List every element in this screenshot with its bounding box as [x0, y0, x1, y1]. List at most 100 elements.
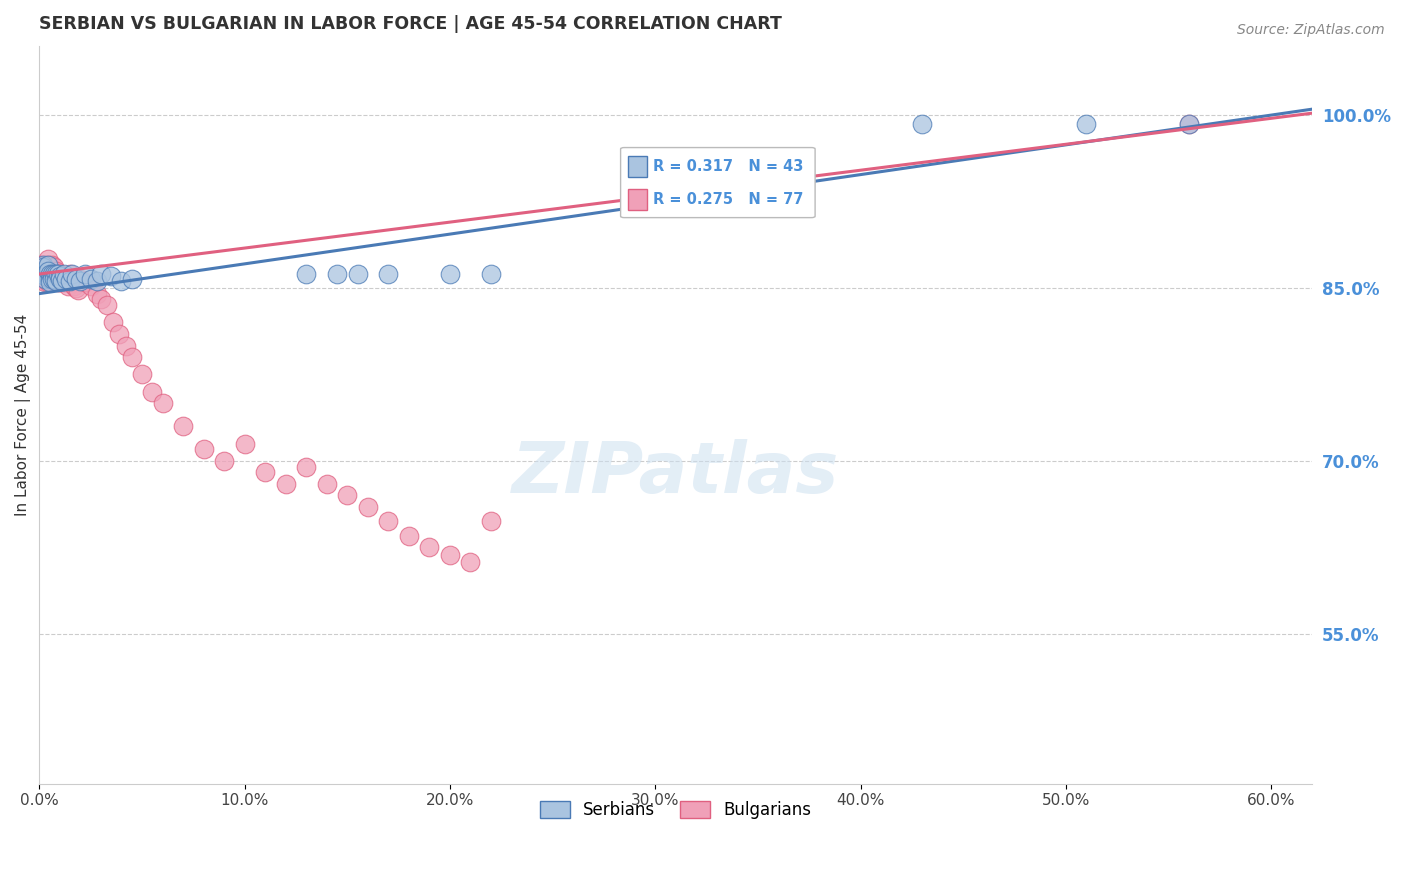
Point — [121, 271, 143, 285]
Point — [45, 274, 67, 288]
Point — [52, 271, 75, 285]
Point — [69, 274, 91, 288]
Point — [59, 267, 82, 281]
Legend: Serbians, Bulgarians: Serbians, Bulgarians — [531, 792, 820, 827]
Point — [45, 267, 67, 281]
Point — [172, 419, 194, 434]
Point — [34, 275, 56, 289]
Point — [38, 267, 60, 281]
Point — [38, 267, 60, 281]
Point — [100, 269, 122, 284]
Point — [439, 549, 461, 563]
FancyBboxPatch shape — [620, 147, 815, 218]
Point — [46, 267, 69, 281]
Point — [42, 271, 65, 285]
Point — [30, 267, 52, 281]
Point — [233, 436, 256, 450]
Point — [38, 271, 60, 285]
Point — [86, 274, 108, 288]
Point — [79, 271, 101, 285]
Point — [37, 252, 59, 266]
Point — [41, 271, 63, 285]
Point — [37, 258, 59, 272]
Point — [193, 442, 215, 457]
Point — [52, 267, 75, 281]
Point — [398, 529, 420, 543]
Text: SERBIAN VS BULGARIAN IN LABOR FORCE | AGE 45-54 CORRELATION CHART: SERBIAN VS BULGARIAN IN LABOR FORCE | AG… — [39, 15, 782, 33]
Point — [41, 267, 63, 281]
Point — [346, 267, 368, 281]
Point — [79, 278, 101, 293]
Point — [38, 271, 60, 285]
Text: ZIPatlas: ZIPatlas — [512, 439, 839, 508]
Point — [911, 117, 934, 131]
Point — [45, 267, 67, 281]
Point — [37, 258, 59, 272]
Point — [114, 338, 136, 352]
Point — [67, 283, 90, 297]
Point — [212, 454, 235, 468]
Point — [56, 278, 79, 293]
Bar — [628, 189, 647, 211]
Point — [336, 488, 359, 502]
Point — [38, 275, 60, 289]
Point — [295, 459, 318, 474]
Point — [46, 267, 69, 281]
Point — [41, 271, 63, 285]
Point — [30, 258, 52, 272]
Point — [110, 274, 132, 288]
Point — [46, 275, 69, 289]
Point — [34, 271, 56, 285]
Point — [131, 368, 153, 382]
Point — [152, 396, 174, 410]
Point — [108, 326, 131, 341]
Point — [34, 258, 56, 272]
Point — [37, 263, 59, 277]
Y-axis label: In Labor Force | Age 45-54: In Labor Force | Age 45-54 — [15, 314, 31, 516]
Point — [60, 267, 83, 281]
Point — [90, 267, 112, 281]
Bar — [628, 156, 647, 178]
Point — [34, 269, 56, 284]
Point — [34, 267, 56, 281]
Point — [295, 267, 318, 281]
Point — [59, 274, 82, 288]
Point — [42, 267, 65, 281]
Point — [41, 267, 63, 281]
Point — [141, 384, 163, 399]
Point — [34, 271, 56, 285]
Point — [96, 298, 118, 312]
Point — [121, 350, 143, 364]
Point — [42, 271, 65, 285]
Point — [30, 267, 52, 281]
Point — [32, 263, 55, 277]
Point — [51, 274, 73, 288]
Point — [32, 267, 55, 281]
Point — [1076, 117, 1098, 131]
Point — [69, 271, 91, 285]
Point — [49, 271, 72, 285]
Point — [73, 275, 96, 289]
Point — [38, 263, 60, 277]
Point — [37, 263, 59, 277]
Point — [65, 271, 87, 285]
Point — [63, 278, 86, 293]
Point — [32, 258, 55, 272]
Point — [45, 271, 67, 285]
Point — [418, 541, 440, 555]
Point — [254, 466, 277, 480]
Point — [49, 271, 72, 285]
Point — [32, 260, 55, 274]
Point — [45, 263, 67, 277]
Point — [41, 258, 63, 272]
Text: R = 0.317   N = 43: R = 0.317 N = 43 — [652, 160, 803, 174]
Point — [439, 267, 461, 281]
Point — [90, 293, 112, 307]
Point — [34, 263, 56, 277]
Point — [86, 286, 108, 301]
Point — [460, 555, 482, 569]
Point — [42, 260, 65, 274]
Point — [55, 275, 77, 289]
Point — [55, 271, 77, 285]
Point — [52, 275, 75, 289]
